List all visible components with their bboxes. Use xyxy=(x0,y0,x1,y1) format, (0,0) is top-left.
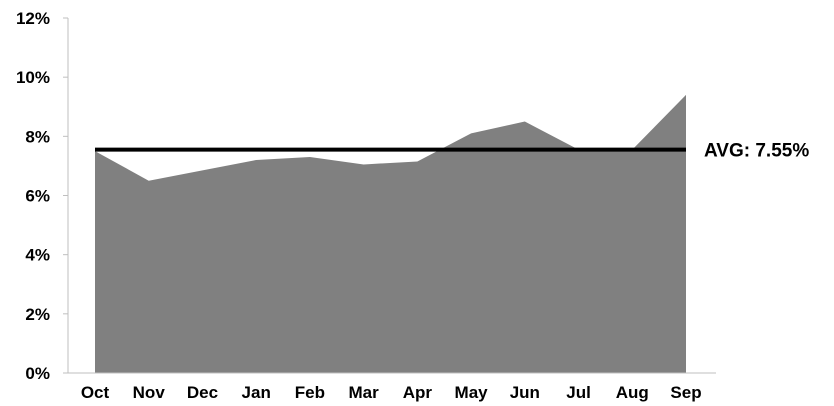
x-tick-label-feb: Feb xyxy=(295,383,325,402)
x-tick-label-mar: Mar xyxy=(349,383,380,402)
x-tick-label-oct: Oct xyxy=(81,383,110,402)
x-tick-label-aug: Aug xyxy=(616,383,649,402)
x-tick-label-dec: Dec xyxy=(187,383,218,402)
y-axis: 0% 2% 4% 6% 8% 10% 12% xyxy=(16,9,69,383)
x-tick-label-jan: Jan xyxy=(242,383,271,402)
plot-area xyxy=(94,94,687,374)
y-tick-label: 10% xyxy=(16,68,50,87)
area-series xyxy=(95,94,686,374)
x-tick-label-sep: Sep xyxy=(670,383,701,402)
x-tick-label-may: May xyxy=(455,383,489,402)
y-tick-label: 8% xyxy=(25,127,50,146)
x-tick-label-jul: Jul xyxy=(566,383,591,402)
x-axis: Oct Nov Dec Jan Feb Mar Apr May Jun Jul Aug Sep xyxy=(68,372,716,402)
x-tick-label-apr: Apr xyxy=(403,383,433,402)
y-tick-label: 4% xyxy=(25,246,50,265)
y-tick-label: 0% xyxy=(25,364,50,383)
x-tick-label-nov: Nov xyxy=(133,383,166,402)
average-label: AVG: 7.55% xyxy=(704,141,809,162)
y-tick-label: 12% xyxy=(16,9,50,28)
x-tick-label-jun: Jun xyxy=(510,383,540,402)
average-group: AVG: 7.55% xyxy=(95,141,809,162)
y-tick-label: 6% xyxy=(25,187,50,206)
y-tick-label: 2% xyxy=(25,305,50,324)
